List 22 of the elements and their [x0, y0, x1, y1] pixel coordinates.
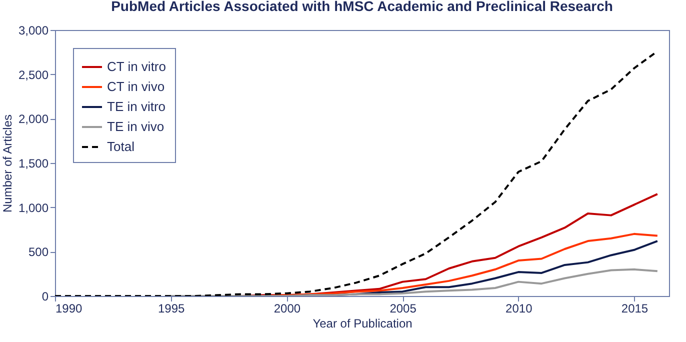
x-tick-label: 1995: [158, 302, 186, 316]
y-tick-label: 0: [42, 290, 49, 304]
x-tick-label: 2015: [621, 302, 648, 316]
legend-label: Total: [107, 139, 135, 154]
legend-label: TE in vivo: [107, 119, 164, 134]
legend-label: CT in vitro: [107, 59, 166, 74]
x-tick-label: 2000: [274, 302, 301, 316]
y-tick-label: 500: [28, 245, 49, 260]
y-tick-label: 1,500: [18, 156, 49, 170]
y-tick-label: 2,500: [18, 68, 49, 82]
line-series: [170, 268, 658, 296]
y-axis-title: Number of Articles: [0, 114, 14, 213]
x-tick-label: 2005: [390, 302, 417, 316]
chart-title: PubMed Articles Associated with hMSC Academic and Preclinical Research: [111, 0, 613, 14]
legend-label: CT in vivo: [107, 79, 165, 94]
x-tick-label: 2010: [506, 302, 533, 316]
x-tick-label: 1990: [56, 302, 83, 316]
y-tick-label: 2,000: [18, 112, 49, 126]
y-tick-label: 3,000: [18, 24, 49, 38]
y-tick-label: 1,000: [18, 200, 49, 215]
legend-label: TE in vitro: [107, 99, 166, 114]
x-axis-title: Year of Publication: [312, 316, 412, 330]
